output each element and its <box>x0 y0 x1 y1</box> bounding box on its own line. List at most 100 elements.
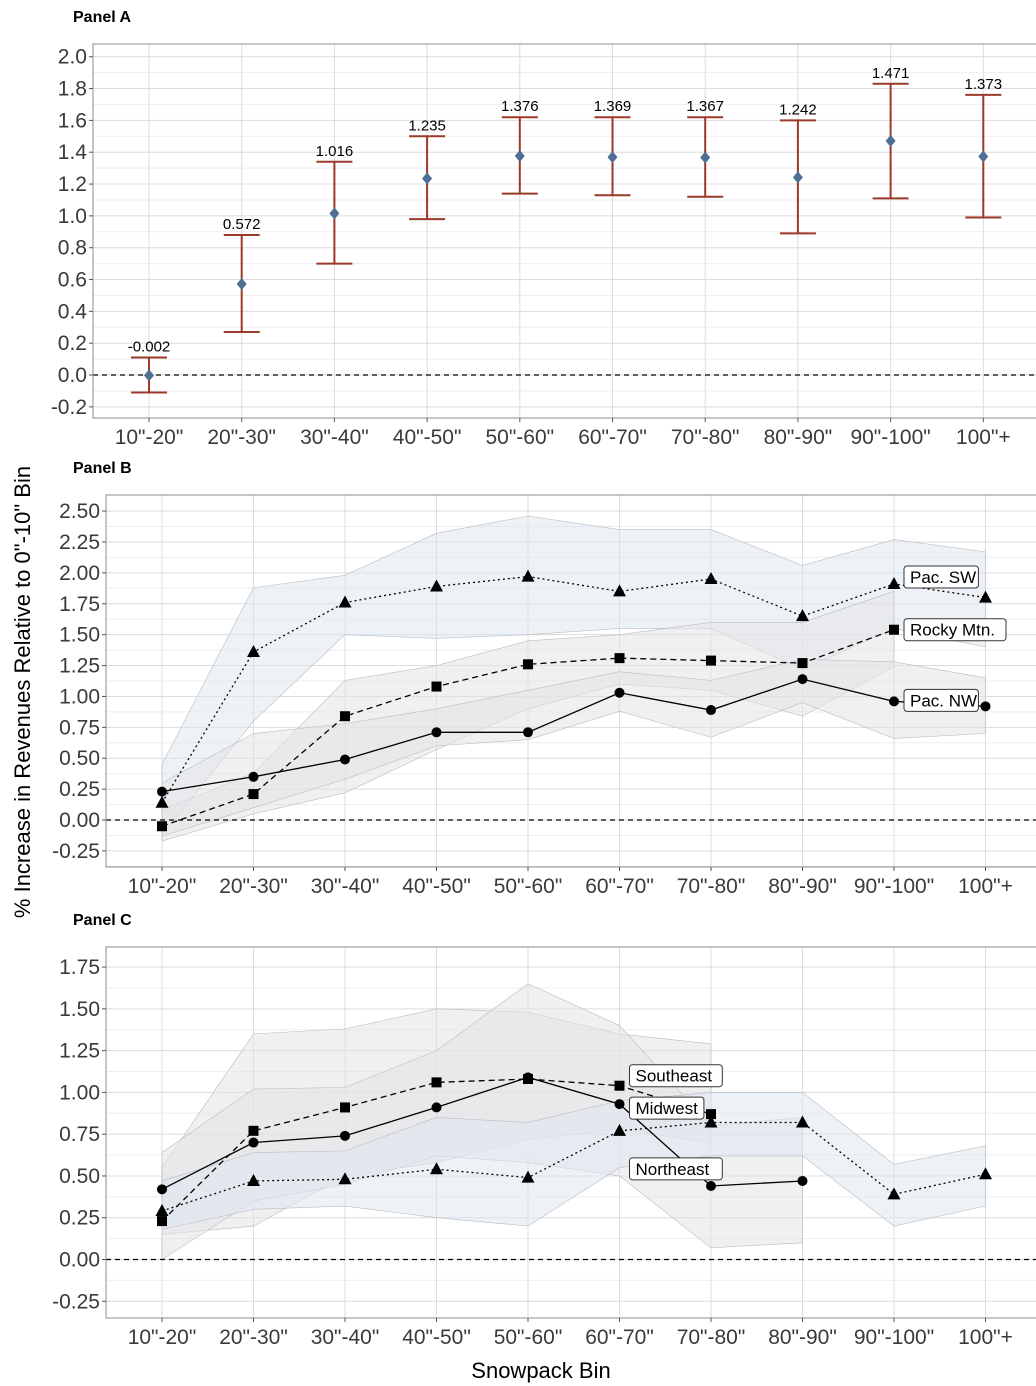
data-label: 0.572 <box>223 216 261 233</box>
x-tick-label: 20"-30" <box>207 426 276 449</box>
marker-square <box>706 655 716 666</box>
marker-triangle <box>704 1115 718 1128</box>
series-label-box <box>903 618 1007 642</box>
y-tick-label: 0.25 <box>59 778 100 801</box>
marker-circle <box>889 696 899 707</box>
y-axis-title: % Increase in Revenues Relative to 0"-10… <box>10 466 35 918</box>
marker-triangle <box>704 572 718 585</box>
marker-square <box>797 658 808 669</box>
data-point-diamond <box>885 134 896 147</box>
marker-circle <box>523 1072 533 1083</box>
series-label-pac-nw: Pac. NW <box>903 688 979 712</box>
data-point-diamond <box>144 369 154 382</box>
marker-square <box>523 659 533 670</box>
marker-square <box>889 624 899 635</box>
data-label: 1.376 <box>501 98 539 115</box>
x-tick-label: 70"-80" <box>677 1326 746 1349</box>
x-tick-label: 40"-50" <box>393 426 462 449</box>
marker-triangle <box>430 1162 443 1175</box>
y-tick-label: 0.00 <box>59 809 100 832</box>
series-label-text: Rocky Mtn. <box>910 621 995 640</box>
x-tick-label: 50"-60" <box>494 1326 563 1349</box>
y-tick-label: 1.00 <box>59 685 100 708</box>
marker-triangle <box>247 644 260 657</box>
panel-c-frame <box>105 946 1036 1319</box>
marker-square <box>340 711 350 722</box>
marker-triangle <box>613 1123 626 1136</box>
marker-triangle <box>796 609 809 622</box>
marker-triangle <box>796 1115 809 1128</box>
series-label-midwest: Midwest <box>629 1096 705 1120</box>
y-tick-label: 0.25 <box>59 1207 100 1230</box>
marker-circle <box>157 786 167 797</box>
marker-circle <box>431 1102 442 1113</box>
data-point-diamond <box>329 207 340 220</box>
y-tick-label: 0.00 <box>59 1249 100 1272</box>
x-tick-label: 10"-20" <box>128 875 197 898</box>
panel-a-frame <box>92 43 1036 419</box>
y-tick-label: 1.6 <box>58 109 87 132</box>
y-tick-label: 0.2 <box>58 332 87 355</box>
y-tick-label: 1.25 <box>59 1040 100 1063</box>
series-line-pac-sw <box>161 575 986 804</box>
marker-circle <box>523 727 533 738</box>
marker-square <box>706 1109 716 1120</box>
y-tick-label: -0.25 <box>52 840 100 863</box>
marker-square <box>248 1125 259 1136</box>
y-tick-label: 0.0 <box>58 364 87 387</box>
marker-circle <box>706 1180 716 1191</box>
data-point-diamond <box>422 172 433 185</box>
series-line-pac-nw <box>161 678 986 793</box>
x-tick-label: 90"-100" <box>854 875 934 898</box>
panel-c-plot-area: Southeast Midwest Northeast 1.75 1.50 1.25 1.0… <box>52 946 1036 1349</box>
data-label: 1.242 <box>779 101 817 118</box>
marker-circle <box>340 1130 350 1141</box>
marker-triangle <box>338 595 352 608</box>
panel-a-title: Panel A <box>73 9 132 26</box>
marker-circle <box>340 754 350 765</box>
marker-square <box>248 789 259 800</box>
marker-circle <box>706 705 716 716</box>
x-tick-label: 20"-30" <box>219 875 288 898</box>
data-label: 1.016 <box>316 143 354 160</box>
x-tick-label: 60"-70" <box>578 426 647 449</box>
x-tick-label: 90"-100" <box>854 1326 934 1349</box>
y-tick-label: 1.2 <box>58 173 87 196</box>
y-tick-label: 0.50 <box>59 747 100 770</box>
x-tick-label: 90"-100" <box>850 426 930 449</box>
series-label-box <box>903 565 979 589</box>
marker-circle <box>797 1175 808 1186</box>
y-tick-label: -0.2 <box>51 396 87 419</box>
y-tick-label: 1.75 <box>59 593 100 616</box>
marker-square <box>431 1077 442 1088</box>
series-label-box <box>629 1157 723 1181</box>
y-tick-label: 1.50 <box>59 998 100 1021</box>
y-tick-label: 0.4 <box>58 300 88 323</box>
panel-a-grid <box>93 44 1036 418</box>
panel-c-band-northeast <box>161 1092 986 1230</box>
marker-square <box>431 681 442 692</box>
marker-circle <box>980 701 991 712</box>
data-point-diamond <box>514 150 525 163</box>
series-label-text: Northeast <box>636 1160 710 1179</box>
x-tick-label: 100"+ <box>958 1326 1013 1349</box>
x-tick-label: 80"-90" <box>768 875 837 898</box>
series-label-pac-sw: Pac. SW <box>903 565 979 589</box>
marker-triangle <box>155 1204 169 1217</box>
x-tick-label: 30"-40" <box>300 426 369 449</box>
data-point-diamond <box>607 151 618 164</box>
y-tick-label: -0.25 <box>52 1290 100 1313</box>
data-point-diamond <box>978 150 989 163</box>
series-line-northeast <box>161 1121 986 1212</box>
data-label: 1.373 <box>965 76 1003 93</box>
x-tick-label: 70"-80" <box>671 426 740 449</box>
y-tick-label: 0.8 <box>58 237 87 260</box>
panel-b-band-pac-nw <box>161 659 986 837</box>
marker-triangle <box>613 584 626 597</box>
x-tick-label: 20"-30" <box>219 1326 288 1349</box>
x-tick-label: 10"-20" <box>115 426 184 449</box>
panel-b-frame <box>105 494 1036 868</box>
panel-b-plot-area: Pac. SW Rocky Mtn. Pac. NW 2.50 2.25 2.00 1.75… <box>52 494 1036 898</box>
y-tick-label: 1.50 <box>59 624 100 647</box>
y-tick-label: 1.00 <box>59 1081 100 1104</box>
